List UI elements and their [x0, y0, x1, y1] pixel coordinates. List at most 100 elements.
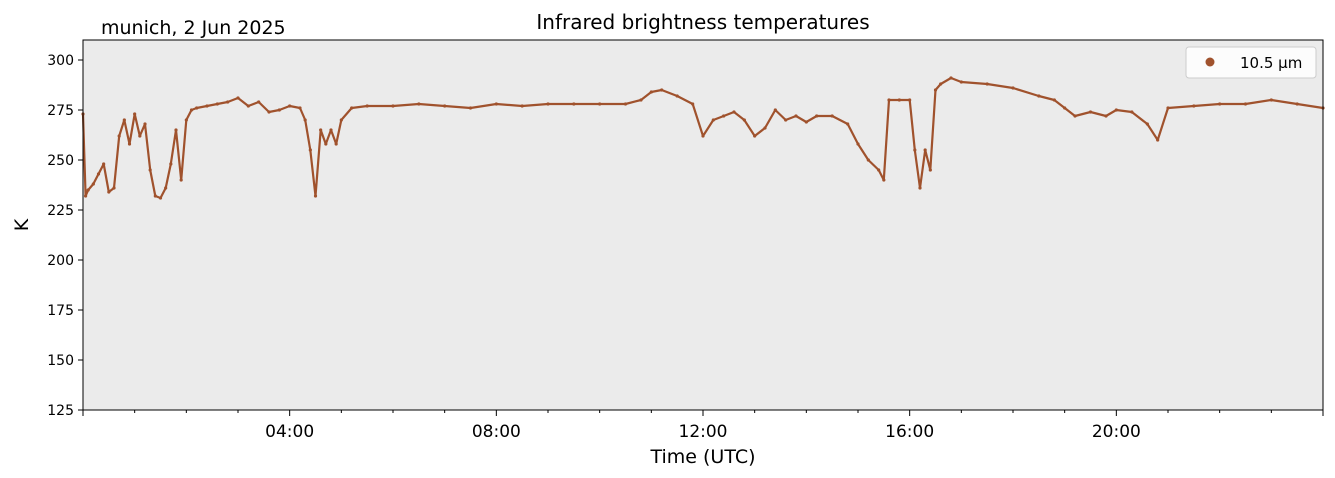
data-point [1037, 94, 1041, 98]
data-point [288, 104, 292, 108]
data-point [598, 102, 602, 106]
data-point [887, 98, 891, 102]
data-point [303, 118, 307, 122]
data-point [246, 104, 250, 108]
data-point [468, 106, 473, 110]
data-point [179, 178, 183, 182]
data-point [830, 114, 834, 118]
data-point [520, 104, 524, 108]
data-point [933, 88, 938, 92]
data-point [189, 108, 194, 112]
data-point [391, 104, 395, 108]
y-tick-label: 175 [47, 303, 74, 319]
data-point [112, 186, 116, 190]
data-point [417, 102, 421, 106]
data-point [1166, 106, 1170, 110]
y-tick-label: 300 [47, 53, 74, 69]
data-point [236, 96, 240, 100]
data-point [623, 102, 628, 106]
data-point [174, 128, 178, 132]
data-point [143, 122, 147, 126]
data-point [691, 102, 695, 106]
data-point [329, 128, 333, 132]
data-point [572, 102, 576, 106]
data-point [918, 186, 922, 190]
data-point [546, 102, 550, 106]
legend-marker [1205, 57, 1215, 67]
data-point [794, 114, 798, 118]
data-point [298, 106, 302, 110]
x-tick-label: 16:00 [885, 422, 934, 442]
data-point [1063, 106, 1067, 110]
data-point [846, 122, 850, 126]
data-point [1156, 138, 1160, 142]
data-point [856, 142, 860, 146]
location-date-label: munich, 2 Jun 2025 [101, 17, 286, 39]
data-point [1243, 102, 1248, 106]
data-point [815, 114, 819, 118]
data-point [153, 194, 157, 198]
y-tick-label: 200 [47, 253, 74, 269]
data-point [86, 188, 90, 192]
data-point [959, 80, 963, 84]
y-axis-label: K [11, 218, 33, 231]
data-point [257, 100, 261, 104]
chart-title: Infrared brightness temperatures [536, 10, 869, 34]
data-point [985, 82, 989, 86]
data-point [308, 148, 312, 152]
data-point [866, 158, 870, 162]
data-point [1114, 108, 1118, 112]
legend-label: 10.5 µm [1240, 54, 1302, 72]
data-point [928, 168, 932, 172]
data-point [1145, 122, 1149, 126]
data-point [1269, 98, 1273, 102]
data-point [1218, 102, 1222, 106]
data-point [1104, 114, 1108, 118]
data-point [908, 98, 912, 102]
data-point [949, 76, 953, 80]
data-point [753, 134, 757, 138]
data-point [365, 104, 369, 108]
x-tick-label: 12:00 [679, 422, 728, 442]
data-point [913, 148, 917, 152]
data-point [763, 126, 767, 130]
y-tick-label: 250 [47, 153, 74, 169]
data-point [133, 112, 137, 116]
data-point [660, 88, 664, 92]
data-point [195, 106, 199, 110]
data-point [117, 134, 121, 138]
data-point [711, 118, 715, 122]
data-point [877, 168, 881, 172]
data-point [83, 194, 88, 198]
data-point [732, 110, 736, 114]
data-point [722, 114, 726, 118]
x-tick-label: 04:00 [265, 422, 314, 442]
data-point [1192, 104, 1196, 108]
y-tick-label: 150 [47, 353, 74, 369]
data-point [1130, 110, 1134, 114]
data-point [96, 172, 101, 176]
legend-box [1185, 46, 1317, 79]
data-point [127, 142, 132, 146]
data-point [138, 134, 142, 138]
legend: 10.5 µm [1185, 46, 1317, 79]
data-point [701, 134, 705, 138]
data-point [148, 168, 152, 172]
x-axis: 04:00 08:00 12:00 16:00 20:00 [82, 410, 1324, 442]
data-point [923, 148, 927, 152]
data-point [350, 106, 354, 110]
data-point [1088, 110, 1093, 114]
data-point [267, 110, 271, 114]
data-point [1011, 86, 1015, 90]
data-point [102, 162, 106, 166]
data-point [939, 82, 943, 86]
data-point [639, 98, 643, 102]
data-point [443, 104, 447, 108]
data-point [339, 118, 343, 122]
data-point [122, 118, 126, 122]
data-point [675, 94, 679, 98]
plot-background [83, 40, 1323, 410]
data-point [164, 186, 168, 190]
data-point [1073, 114, 1077, 118]
data-point [742, 118, 746, 122]
